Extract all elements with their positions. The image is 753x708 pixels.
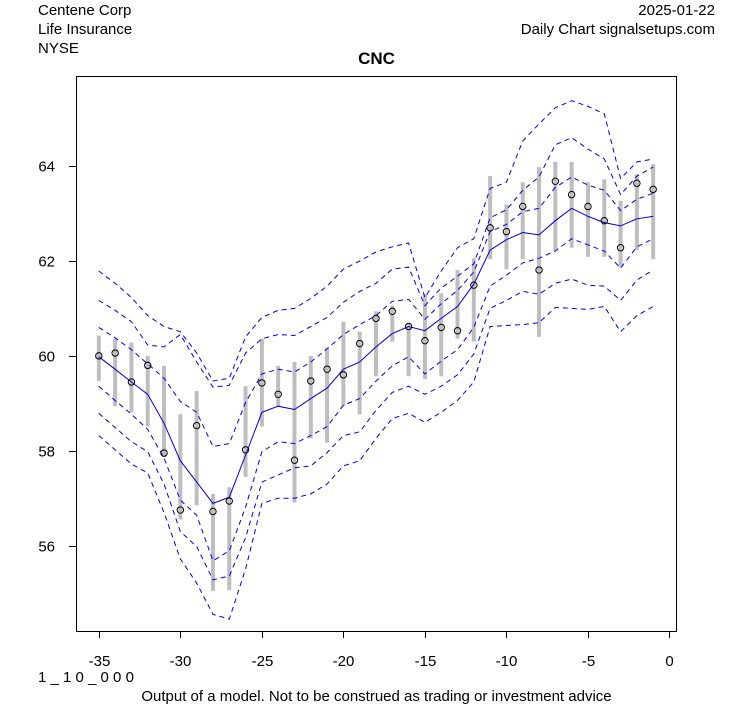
close-point bbox=[355, 339, 364, 348]
close-point bbox=[95, 352, 103, 360]
x-tick-label: -15 bbox=[415, 653, 437, 670]
header-left: Centene Corp Life Insurance NYSE bbox=[38, 1, 132, 58]
x-tick-label: -10 bbox=[496, 653, 518, 670]
y-tick-label: 62 bbox=[38, 254, 55, 271]
y-tick-label: 56 bbox=[38, 539, 55, 556]
center-line-group bbox=[98, 207, 654, 504]
company-name: Centene Corp bbox=[38, 2, 132, 19]
close-point bbox=[241, 446, 250, 454]
chart-title: CNC bbox=[358, 49, 395, 68]
bands bbox=[98, 100, 654, 620]
x-tick-label: -30 bbox=[170, 653, 192, 670]
close-point bbox=[372, 314, 380, 323]
close-point bbox=[176, 506, 185, 514]
close-point bbox=[567, 190, 576, 199]
band-upper2 bbox=[98, 137, 654, 388]
close-point bbox=[144, 361, 152, 370]
close-point bbox=[404, 322, 413, 331]
close-point bbox=[290, 456, 299, 464]
close-point bbox=[388, 307, 397, 315]
close-point bbox=[225, 497, 233, 505]
x-tick-label: -20 bbox=[333, 653, 355, 670]
y-tick-label: 58 bbox=[38, 444, 55, 461]
y-tick-label: 60 bbox=[38, 349, 55, 366]
close-point bbox=[323, 365, 331, 373]
close-point bbox=[649, 185, 657, 194]
model-code: 1 _ 1 0 _ 0 0 0 bbox=[38, 669, 134, 686]
center-line bbox=[98, 207, 654, 504]
close-point bbox=[111, 349, 119, 357]
close-point bbox=[421, 336, 429, 345]
x-tick-label: 0 bbox=[665, 653, 673, 670]
close-points bbox=[95, 177, 657, 516]
header-right: 2025-01-22 Daily Chart signalsetups.com bbox=[521, 1, 715, 39]
close-point bbox=[160, 449, 168, 457]
close-point bbox=[307, 377, 315, 385]
exchange: NYSE bbox=[38, 40, 79, 57]
plot-frame bbox=[76, 76, 677, 632]
y-axis: 56 58 60 62 64 bbox=[38, 159, 76, 556]
band-upper1 bbox=[98, 176, 654, 448]
close-point bbox=[470, 281, 478, 289]
close-point bbox=[616, 244, 625, 252]
close-point bbox=[633, 179, 641, 187]
chart-date: 2025-01-22 bbox=[638, 2, 715, 19]
disclaimer: Output of a model. Not to be construed a… bbox=[141, 688, 612, 705]
band-upper3 bbox=[98, 100, 654, 382]
band-lower2 bbox=[98, 269, 654, 581]
close-point bbox=[127, 378, 136, 386]
range-bars bbox=[96, 161, 656, 592]
close-point bbox=[551, 177, 560, 186]
close-point bbox=[519, 202, 527, 211]
close-point bbox=[453, 327, 462, 335]
close-point bbox=[600, 216, 608, 225]
x-tick-label: -5 bbox=[582, 653, 595, 670]
x-axis: -35 -30 -25 -20 -15 -10 -5 0 bbox=[89, 631, 674, 670]
close-point bbox=[258, 379, 266, 387]
x-tick-label: -35 bbox=[89, 653, 111, 670]
band-lower1 bbox=[98, 238, 654, 562]
close-point bbox=[192, 421, 201, 430]
close-point bbox=[274, 390, 282, 398]
close-point bbox=[584, 202, 592, 211]
x-tick-label: -25 bbox=[252, 653, 274, 670]
close-point bbox=[502, 227, 511, 236]
close-point bbox=[535, 266, 543, 274]
industry: Life Insurance bbox=[38, 21, 133, 38]
chart-source: Daily Chart signalsetups.com bbox=[520, 21, 715, 38]
close-point bbox=[209, 507, 217, 516]
close-point bbox=[339, 371, 348, 379]
band-lower3 bbox=[98, 305, 654, 620]
close-point bbox=[486, 224, 494, 232]
y-tick-label: 64 bbox=[38, 159, 55, 176]
close-point bbox=[437, 323, 445, 332]
